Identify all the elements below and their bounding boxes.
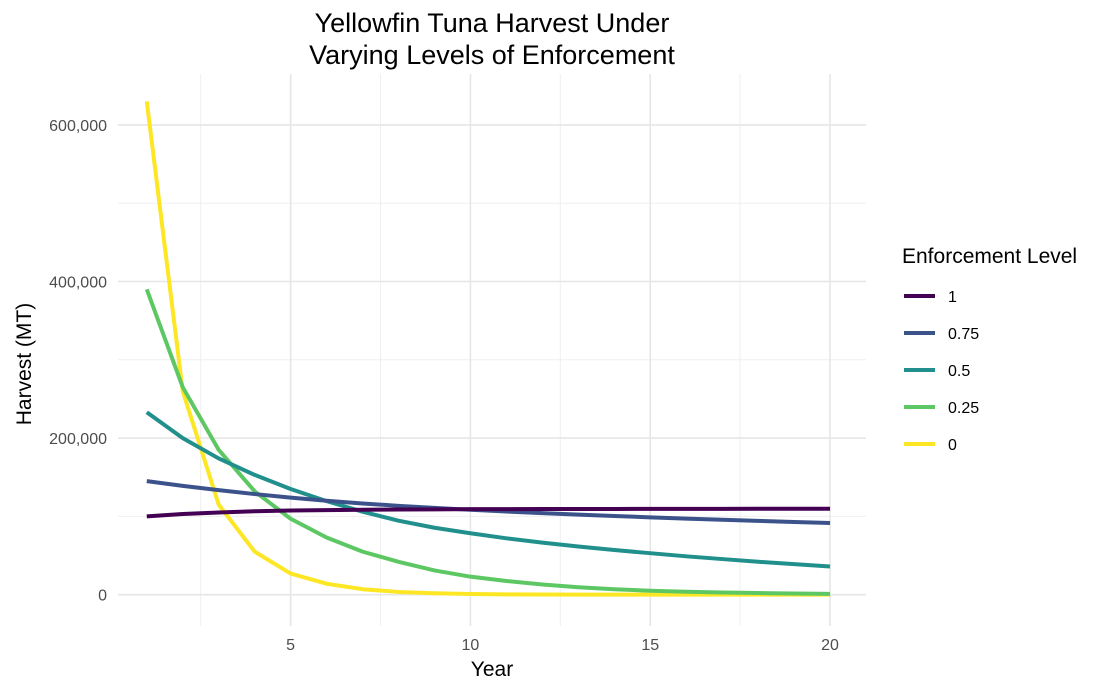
y-tick-label: 0 [98, 588, 107, 605]
series-line-1 [146, 506, 831, 519]
legend-item: 0 [904, 437, 957, 454]
legend-label: 0.25 [948, 400, 979, 417]
grid [118, 74, 866, 626]
chart-title-line: Yellowfin Tuna Harvest Under [315, 8, 670, 38]
chart-title: Yellowfin Tuna Harvest Under Varying Leve… [309, 8, 675, 70]
x-tick-label: 5 [286, 637, 295, 654]
legend-item: 0.75 [904, 326, 979, 343]
legend-label: 1 [948, 289, 957, 306]
legend-label: 0.5 [948, 363, 970, 380]
legend-item: 1 [904, 289, 957, 306]
y-tick-label: 400,000 [49, 274, 107, 291]
series-line-0-5 [145, 410, 831, 569]
y-tick-label: 600,000 [49, 118, 107, 135]
axes: 5 10 15 20 0 200,000 400,000 600,000 [49, 118, 839, 654]
y-tick-label: 200,000 [49, 431, 107, 448]
x-tick-label: 20 [821, 637, 839, 654]
chart-title-line: Varying Levels of Enforcement [309, 40, 675, 70]
y-axis-title: Harvest (MT) [13, 303, 36, 426]
legend-label: 0.75 [948, 326, 979, 343]
series-line-0 [144, 101, 831, 597]
legend: Enforcement Level 1 0.75 0.5 0.25 0 [902, 245, 1077, 454]
legend-title: Enforcement Level [902, 245, 1077, 268]
x-tick-label: 10 [462, 637, 480, 654]
series-line-0-25 [144, 288, 831, 596]
plot-area [144, 101, 831, 597]
x-tick-label: 15 [641, 637, 659, 654]
x-axis-title: Year [471, 658, 513, 681]
legend-item: 0.5 [904, 363, 970, 380]
legend-label: 0 [948, 437, 957, 454]
legend-item: 0.25 [904, 400, 979, 417]
